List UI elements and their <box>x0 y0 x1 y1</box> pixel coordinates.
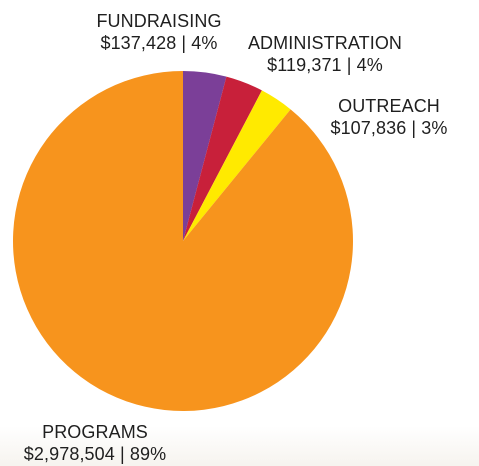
slice-value-fundraising: $137,428 | 4% <box>100 33 218 53</box>
slice-value-programs: $2,978,504 | 89% <box>23 444 167 464</box>
pie-slice-fundraising <box>183 71 227 241</box>
slice-name-administration: ADMINISTRATION <box>247 33 403 53</box>
pie-slice-programs <box>12 71 353 411</box>
pie-slice-administration <box>183 76 262 241</box>
slice-name-fundraising: FUNDRAISING <box>96 11 222 31</box>
pie-slice-outreach <box>183 90 291 241</box>
slice-label-outreach: OUTREACH $107,836 | 3% <box>300 95 478 139</box>
slice-value-outreach: $107,836 | 3% <box>330 118 448 138</box>
slice-name-programs: PROGRAMS <box>42 422 148 442</box>
slice-label-programs: PROGRAMS $2,978,504 | 89% <box>0 421 190 465</box>
slice-name-outreach: OUTREACH <box>338 96 440 116</box>
slice-label-administration: ADMINISTRATION $119,371 | 4% <box>220 32 430 76</box>
slice-value-administration: $119,371 | 4% <box>267 55 383 75</box>
slice-label-fundraising: FUNDRAISING $137,428 | 4% <box>54 10 264 54</box>
pie-slices <box>12 71 353 411</box>
